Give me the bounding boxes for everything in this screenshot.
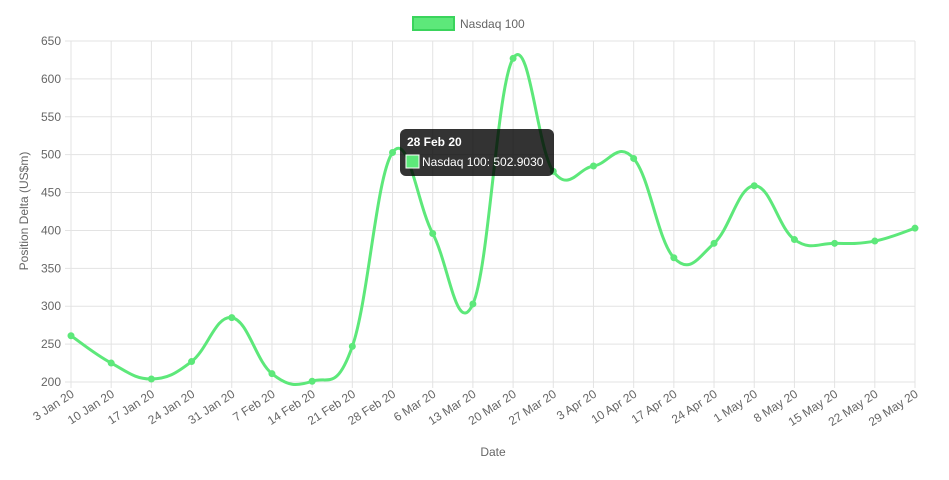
legend[interactable]: Nasdaq 100 — [412, 16, 525, 31]
data-point[interactable] — [228, 314, 236, 322]
legend-swatch — [412, 16, 455, 31]
tooltip-body: Nasdaq 100: 502.9030 — [422, 155, 544, 169]
y-tick-label: 600 — [41, 72, 61, 86]
grid — [65, 40, 916, 388]
data-point[interactable] — [107, 359, 115, 367]
y-tick-label: 300 — [41, 299, 61, 313]
data-point[interactable] — [389, 148, 397, 156]
data-point[interactable] — [589, 162, 597, 170]
y-tick-label: 500 — [41, 148, 61, 162]
y-tick-label: 450 — [41, 186, 61, 200]
data-point[interactable] — [750, 182, 758, 190]
data-point[interactable] — [188, 358, 196, 366]
x-tick-label: 24 Apr 20 — [669, 387, 720, 427]
y-tick-label: 350 — [41, 261, 61, 275]
data-point[interactable] — [831, 239, 839, 247]
data-point[interactable] — [670, 254, 678, 262]
tooltip-title: 28 Feb 20 — [407, 135, 462, 149]
y-tick-label: 200 — [41, 375, 61, 389]
data-point[interactable] — [348, 342, 356, 350]
y-tick-label: 650 — [41, 34, 61, 48]
data-point[interactable] — [429, 229, 437, 237]
y-axis-label: Position Delta (US$m) — [17, 152, 31, 271]
y-tick-label: 400 — [41, 223, 61, 237]
data-points — [67, 54, 919, 385]
data-point[interactable] — [67, 332, 75, 340]
data-point[interactable] — [911, 224, 919, 232]
y-tick-label: 250 — [41, 337, 61, 351]
y-axis-ticks: 200 250 300 350 400 450 500 550 600 650 — [41, 34, 61, 389]
y-tick-label: 550 — [41, 110, 61, 124]
data-point[interactable] — [147, 375, 155, 383]
x-axis-label: Date — [480, 445, 506, 459]
data-point[interactable] — [871, 237, 879, 245]
legend-label: Nasdaq 100 — [460, 17, 525, 31]
tooltip-swatch — [405, 154, 420, 169]
data-point[interactable] — [308, 377, 316, 385]
x-tick-label: 1 May 20 — [711, 387, 760, 426]
series-line-nasdaq-100 — [70, 53, 916, 387]
data-point[interactable] — [509, 54, 517, 62]
data-point[interactable] — [469, 300, 477, 308]
tooltip: 28 Feb 20 Nasdaq 100: 502.9030 — [400, 129, 554, 176]
data-point[interactable] — [630, 154, 638, 162]
data-point[interactable] — [268, 370, 276, 378]
data-point[interactable] — [790, 236, 798, 244]
data-point[interactable] — [710, 239, 718, 247]
tooltip-box — [400, 129, 554, 176]
